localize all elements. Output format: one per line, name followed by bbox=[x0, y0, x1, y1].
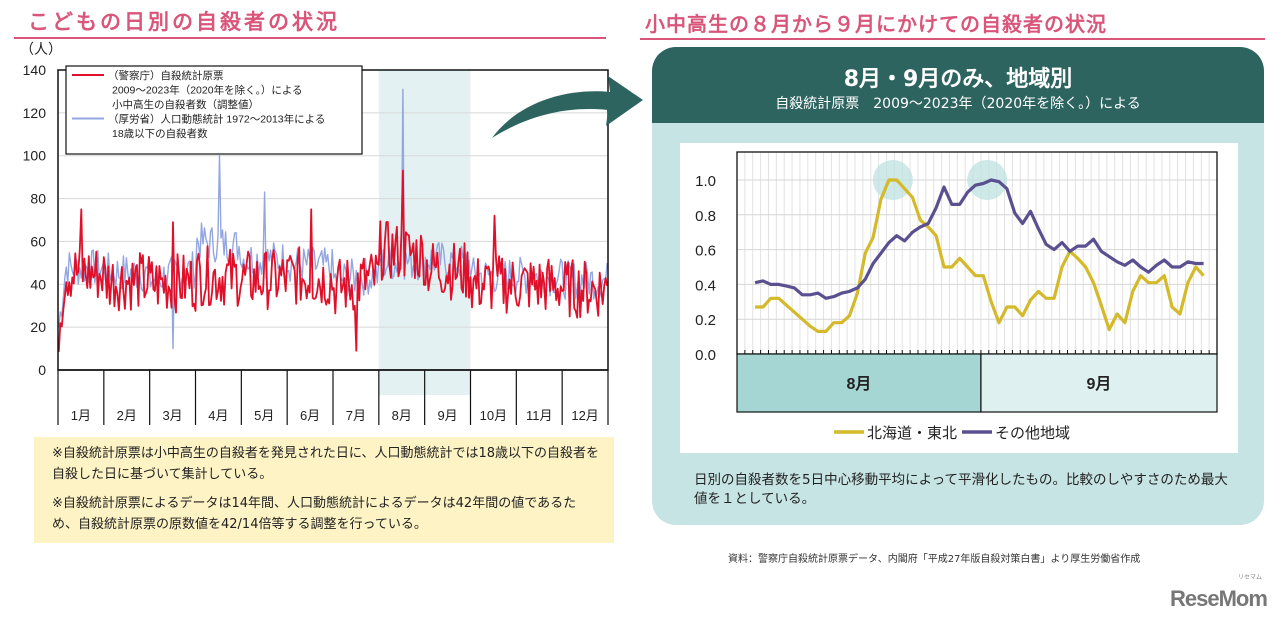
y-tick-label: 60 bbox=[30, 233, 46, 249]
y-tick-label: 20 bbox=[30, 319, 46, 335]
y-tick-label: 0.2 bbox=[695, 312, 716, 329]
x-label-sep: 9月 bbox=[1087, 375, 1112, 393]
y-tick-label: 80 bbox=[30, 191, 46, 207]
daily-suicides-chart: 0 20 40 60 80 100 120 140 （人） 1月 2月 3月 4月 5月 6月 7月 8月 9… bbox=[20, 41, 609, 425]
note-1: ※自殺統計原票は小中高生の自殺者を発見された日に、人口動態統計では18歳以下の自… bbox=[52, 446, 600, 482]
y-tick-label: 40 bbox=[30, 276, 46, 292]
resemom-logo: ReseMom bbox=[1170, 586, 1268, 611]
y-tick-label: 0 bbox=[38, 362, 46, 378]
y-tick-label: 0.4 bbox=[695, 277, 716, 294]
x-tick-label: 4月 bbox=[208, 408, 228, 423]
legend-label: 18歳以下の自殺者数 bbox=[112, 127, 208, 140]
panel-header: 8月・9月のみ、地域別 自殺統計原票 2009～2023年（2020年を除く。）… bbox=[652, 47, 1264, 123]
legend-label: その他地域 bbox=[995, 425, 1070, 442]
x-tick-label: 7月 bbox=[346, 408, 366, 423]
x-tick-label: 12月 bbox=[571, 408, 598, 423]
legend-label: 小中高生の自殺者数（調整値） bbox=[112, 98, 259, 111]
month-band-sep bbox=[980, 353, 1218, 413]
note-2: ※自殺統計原票によるデータは14年間、人口動態統計によるデータは42年間の値であ… bbox=[52, 496, 577, 532]
legend: （警察庁）自殺統計原票 2009～2023年（2020年を除く。）による小中高生の… bbox=[65, 65, 363, 155]
series-line bbox=[57, 169, 609, 352]
y-tick-label: 0.0 bbox=[695, 347, 716, 364]
notes-box: ※自殺統計原票は小中高生の自殺者を発見された日に、人口動態統計では18歳以下の自… bbox=[34, 437, 614, 543]
series-line bbox=[754, 178, 1204, 300]
x-tick-label: 6月 bbox=[300, 408, 320, 423]
x-tick-label: 1月 bbox=[71, 408, 91, 423]
y-tick-label: 100 bbox=[23, 148, 47, 164]
legend-label: 2009～2023年（2020年を除く。）による bbox=[112, 84, 303, 97]
x-tick-label: 2月 bbox=[117, 408, 137, 423]
legend-label: （警察庁）自殺統計原票 bbox=[108, 69, 224, 82]
x-tick-label: 3月 bbox=[162, 408, 182, 423]
right-title-underline bbox=[640, 38, 1265, 40]
logo-ruby: リセマム bbox=[1238, 574, 1263, 581]
y-tick-label: 0.6 bbox=[695, 243, 716, 260]
panel-title: 8月・9月のみ、地域別 bbox=[843, 67, 1073, 92]
legend-label: （厚労省）人口動態統計 1972～2013年による bbox=[108, 113, 325, 126]
regional-chart: 0.0 0.2 0.4 0.6 0.8 1.0 8月 9月 北海道・東北 その他地域 bbox=[695, 151, 1218, 442]
right-section-title: 小中高生の８月から９月にかけての自殺者の状況 bbox=[645, 12, 1107, 36]
panel-note: 日別の自殺者数を5日中心移動平均によって平滑化したもの。比較のしやすさのため最大… bbox=[694, 472, 1228, 507]
y-tick-label: 120 bbox=[23, 105, 47, 121]
y-tick-label: 1.0 bbox=[695, 173, 716, 190]
month-band-aug bbox=[736, 353, 982, 413]
x-tick-label: 8月 bbox=[392, 408, 412, 423]
highlight-band bbox=[378, 70, 471, 395]
x-label-aug: 8月 bbox=[847, 375, 872, 393]
curved-arrow-icon bbox=[492, 76, 643, 138]
legend-label: 北海道・東北 bbox=[867, 425, 957, 442]
panel-subtitle: 自殺統計原票 2009～2023年（2020年を除く。）による bbox=[775, 96, 1141, 112]
peak-highlight bbox=[967, 160, 1008, 200]
x-tick-label: 9月 bbox=[437, 408, 457, 423]
x-tick-label: 10月 bbox=[480, 408, 507, 423]
left-section-title: こどもの日別の自殺者の状況 bbox=[28, 10, 340, 34]
series-line bbox=[755, 178, 1205, 333]
y-tick-label: 140 bbox=[23, 62, 47, 78]
y-axis-unit: （人） bbox=[20, 41, 62, 57]
y-tick-label: 0.8 bbox=[695, 208, 716, 225]
x-tick-label: 11月 bbox=[526, 408, 553, 423]
source-citation: 資料：警察庁自殺統計原票データ、内閣府「平成27年版自殺対策白書」より厚生労働省… bbox=[728, 554, 1141, 565]
left-title-underline bbox=[14, 37, 606, 39]
x-tick-label: 5月 bbox=[254, 408, 274, 423]
